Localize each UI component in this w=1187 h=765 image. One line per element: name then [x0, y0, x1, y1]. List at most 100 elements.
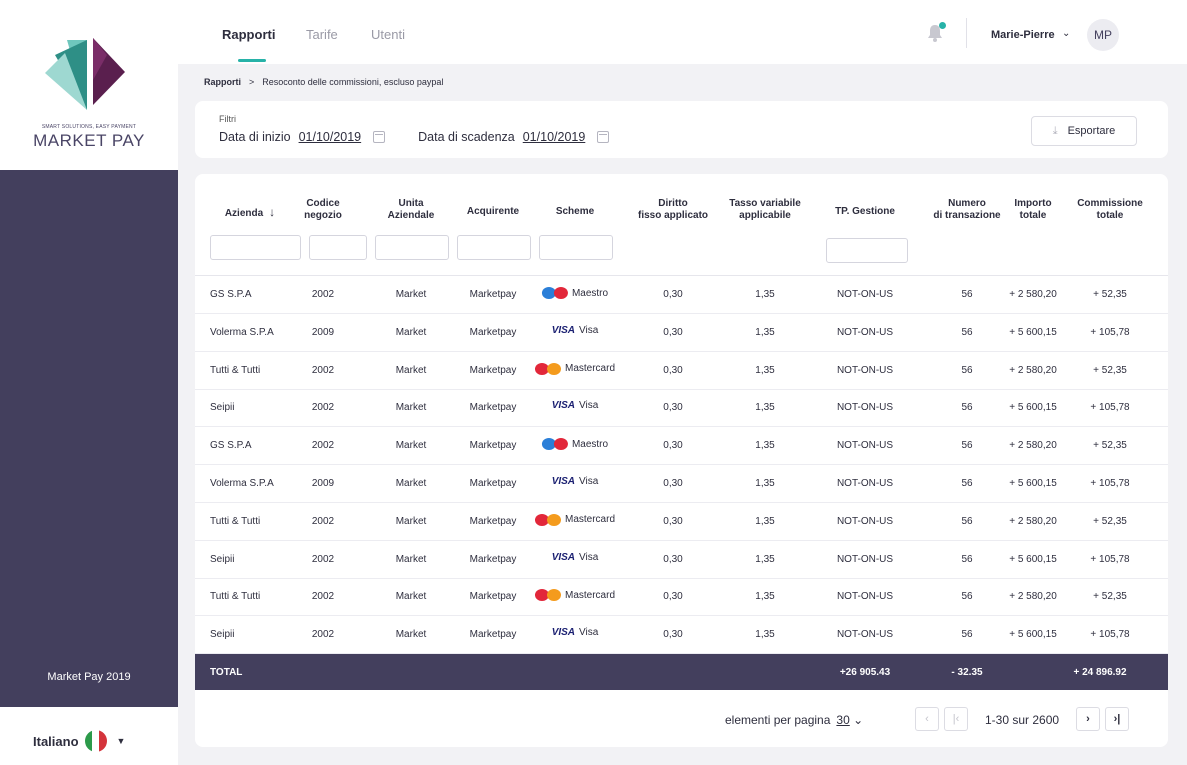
table-row[interactable]: Seipii 2002 Market Marketpay VISA Visa 0,30 1,3… — [195, 541, 1168, 579]
filter-input-codice[interactable] — [309, 235, 367, 260]
column-header-tp-gestione[interactable]: TP. Gestione — [835, 206, 895, 217]
table-row[interactable]: Tutti & Tutti 2002 Market Marketpay Masterca… — [195, 352, 1168, 390]
cell-azienda: GS S.P.A — [210, 440, 252, 452]
cell-azienda: Seipii — [210, 553, 235, 565]
filter-input-unita[interactable] — [375, 235, 449, 260]
cell-acquirente: Marketpay — [469, 364, 517, 376]
next-page-button[interactable]: › — [1076, 707, 1100, 731]
per-page-value: 30 — [836, 713, 850, 727]
table-row[interactable]: Seipii 2002 Market Marketpay VISA Visa 0,30 1,3… — [195, 389, 1168, 428]
filter-input-scheme[interactable] — [539, 235, 613, 260]
cell-unita-aziendale: Market — [395, 440, 427, 452]
cell-diritto-fisso: 0,30 — [663, 478, 683, 489]
cell-unita-aziendale: Market — [395, 629, 427, 641]
cell-acquirente: Marketpay — [469, 591, 517, 603]
total-row: TOTAL +26 905.43 - 32.35 + 24 896.92 — [195, 654, 1168, 690]
column-header-codice-negozio[interactable]: Codice negozio — [304, 198, 342, 221]
column-header-acquirente[interactable]: Acquirente — [466, 206, 520, 217]
header-divider — [195, 275, 1168, 276]
cell-diritto-fisso: 0,30 — [663, 364, 683, 376]
cell-scheme: VISA Visa — [551, 476, 599, 487]
table-row[interactable]: Seipii 2002 Market Marketpay VISA Visa 0,30 1,3… — [195, 616, 1168, 655]
table-row[interactable]: GS S.P.A 2002 Market Marketpay Maestro 0,30 1,… — [195, 427, 1168, 466]
cell-diritto-fisso: 0,30 — [663, 440, 683, 452]
cell-importo-totale: + 2 580,20 — [1009, 515, 1057, 527]
breadcrumb-current: Resoconto delle commissioni, escluso pay… — [262, 77, 444, 87]
cell-unita-aziendale: Market — [395, 364, 427, 376]
cell-numero-transazione: 56 — [961, 289, 973, 300]
per-page-selector[interactable]: elementi per pagina 30 ⌄ — [725, 713, 863, 727]
tab-tarife[interactable]: Tarife — [306, 27, 338, 42]
cell-commissione-totale: + 52,35 — [1093, 515, 1127, 527]
tab-utenti[interactable]: Utenti — [371, 27, 405, 42]
end-date-field[interactable]: 01/10/2019 — [522, 130, 586, 144]
cell-numero-transazione: 56 — [961, 440, 973, 452]
cell-importo-totale: + 5 600,15 — [1009, 629, 1057, 641]
cell-commissione-totale: + 52,35 — [1093, 440, 1127, 452]
sort-down-icon[interactable]: ↓ — [269, 205, 276, 219]
cell-codice-negozio: 2002 — [311, 402, 335, 414]
column-header-numero-transazione[interactable]: Numero di transazione — [933, 198, 1001, 221]
cell-azienda: GS S.P.A — [210, 289, 252, 300]
column-header-diritto-fisso[interactable]: Diritto fisso applicato — [637, 198, 709, 221]
chevron-left-icon: ‹ — [925, 713, 929, 725]
filter-input-gestione[interactable] — [826, 238, 908, 263]
column-header-scheme[interactable]: Scheme — [555, 206, 595, 217]
cell-unita-aziendale: Market — [395, 515, 427, 527]
last-page-icon: ›| — [1113, 713, 1121, 725]
chevron-right-icon: › — [1086, 713, 1090, 725]
cell-acquirente: Marketpay — [469, 440, 517, 452]
cell-tasso-variabile: 1,35 — [755, 478, 775, 489]
filter-input-acquirente[interactable] — [457, 235, 531, 260]
cell-tp-gestione: NOT-ON-US — [836, 326, 894, 338]
first-page-icon: |‹ — [952, 713, 960, 725]
per-page-label: elementi per pagina — [725, 713, 831, 727]
prev-page-button[interactable]: ‹ — [915, 707, 939, 731]
cell-tasso-variabile: 1,35 — [755, 364, 775, 376]
cell-tp-gestione: NOT-ON-US — [836, 402, 894, 414]
table-row[interactable]: Tutti & Tutti 2002 Market Marketpay Masterca… — [195, 578, 1168, 617]
cell-tp-gestione: NOT-ON-US — [836, 629, 894, 641]
filter-row: Data di inizio 01/10/2019 Data di scaden… — [219, 130, 610, 144]
logo[interactable]: SMART SOLUTIONS, EASY PAYMENT MARKET PAY — [0, 0, 178, 170]
cell-commissione-totale: + 52,35 — [1093, 364, 1127, 376]
notification-bell-icon[interactable] — [925, 23, 945, 43]
cell-diritto-fisso: 0,30 — [663, 553, 683, 565]
download-icon: ⤓ — [1052, 124, 1058, 137]
cell-codice-negozio: 2002 — [311, 364, 335, 376]
calendar-icon[interactable] — [373, 131, 386, 143]
cell-acquirente: Marketpay — [469, 515, 517, 527]
cell-scheme: Mastercard — [534, 362, 615, 375]
column-header-importo-totale[interactable]: Importo totale — [1014, 198, 1052, 221]
sidebar-panel — [0, 170, 178, 707]
language-selector[interactable]: Italiano ▼ — [33, 730, 125, 752]
calendar-icon[interactable] — [597, 131, 610, 143]
cell-importo-totale: + 2 580,20 — [1009, 289, 1057, 300]
filter-input-azienda[interactable] — [210, 235, 301, 260]
first-page-button[interactable]: |‹ — [944, 707, 968, 731]
table-row[interactable]: GS S.P.A 2002 Market Marketpay Maestro 0,30 1,… — [195, 276, 1168, 314]
cell-numero-transazione: 56 — [961, 402, 973, 414]
avatar[interactable]: MP — [1087, 19, 1119, 51]
column-header-commissione-totale[interactable]: Commissione totale — [1077, 198, 1143, 221]
tab-rapporti[interactable]: Rapporti — [222, 27, 276, 42]
column-header-azienda[interactable]: Azienda ↓ — [224, 205, 276, 219]
user-name[interactable]: Marie-Pierre — [991, 29, 1055, 41]
column-header-tasso-variabile[interactable]: Tasso variabile applicabile — [729, 198, 801, 221]
mastercard-logo-icon — [534, 513, 561, 526]
breadcrumb-root[interactable]: Rapporti — [204, 77, 241, 87]
cell-codice-negozio: 2009 — [311, 478, 335, 489]
start-date-label: Data di inizio — [219, 130, 291, 144]
cell-tp-gestione: NOT-ON-US — [836, 478, 894, 489]
table-row[interactable]: Tutti & Tutti 2002 Market Marketpay Masterca… — [195, 503, 1168, 541]
last-page-button[interactable]: ›| — [1105, 707, 1129, 731]
export-button[interactable]: ⤓ Esportare — [1031, 116, 1137, 146]
cell-tasso-variabile: 1,35 — [755, 326, 775, 338]
start-date-field[interactable]: 01/10/2019 — [298, 130, 362, 144]
column-header-unita-aziendale[interactable]: Unita Aziendale — [387, 198, 435, 221]
table-row[interactable]: Volerma S.P.A 2009 Market Marketpay VISA Visa… — [195, 314, 1168, 352]
cell-numero-transazione: 56 — [961, 364, 973, 376]
cell-tp-gestione: NOT-ON-US — [836, 591, 894, 603]
user-menu-chevron-icon[interactable]: ⌄ — [1062, 28, 1071, 39]
table-row[interactable]: Volerma S.P.A 2009 Market Marketpay VISA Visa… — [195, 465, 1168, 503]
